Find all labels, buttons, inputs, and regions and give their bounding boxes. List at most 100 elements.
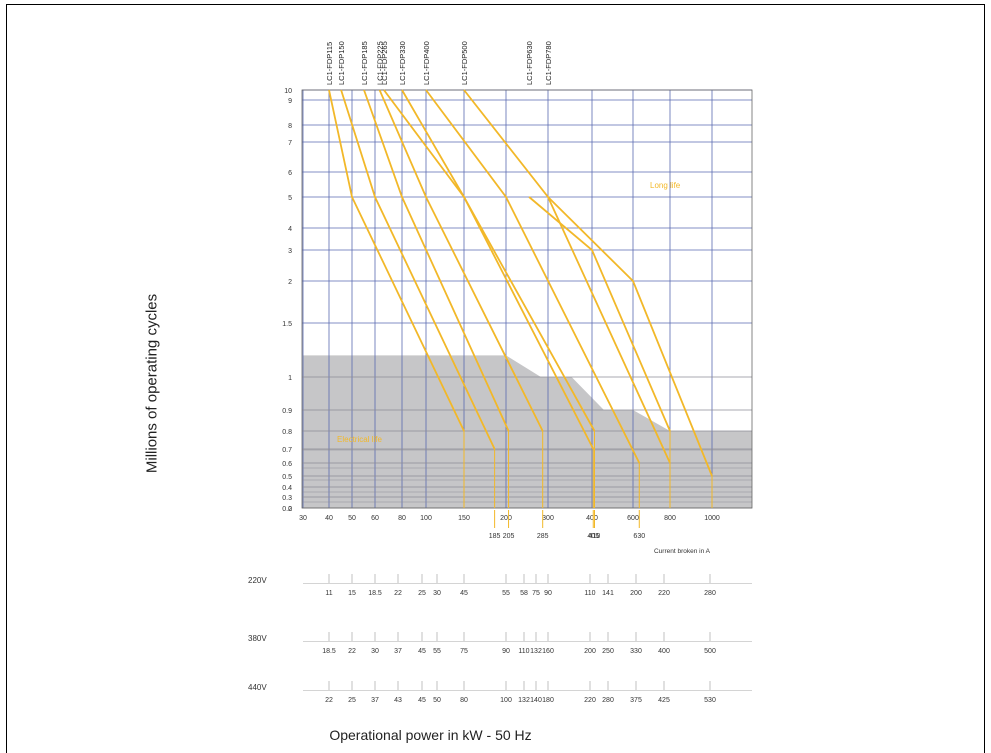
x-tick-label: 1000: [704, 515, 720, 522]
voltage-value: 55: [433, 648, 441, 655]
annotation-long-life: Long life: [650, 181, 681, 190]
voltage-value: 15: [348, 590, 356, 597]
voltage-value: 220: [584, 697, 596, 704]
y-tick-label: 0.9: [282, 408, 292, 415]
x-tick-label: 300: [542, 515, 554, 522]
voltage-value: 220: [658, 590, 670, 597]
series-label: LC1-FDP225: [376, 41, 385, 85]
voltage-value: 140: [530, 697, 542, 704]
voltage-label: 440V: [248, 683, 267, 692]
y-tick-label: 9: [288, 98, 292, 105]
voltage-value: 110: [518, 648, 529, 655]
voltage-value: 100: [500, 697, 512, 704]
voltage-value: 75: [460, 648, 468, 655]
voltage-value: 45: [418, 697, 426, 704]
voltage-value: 25: [348, 697, 356, 704]
y-tick-label: 1.5: [282, 321, 292, 328]
x-tick-label-lower: 410: [589, 533, 601, 540]
y-tick-label: 0.6: [282, 461, 292, 468]
plot-border: [301, 89, 753, 509]
voltage-value: 11: [325, 590, 332, 597]
voltage-value: 22: [348, 648, 356, 655]
curve-lc1-fdp150: [340, 89, 496, 450]
voltage-value: 180: [542, 697, 554, 704]
y-tick-label: 0.7: [282, 447, 292, 454]
series-label: LC1-FDP630: [525, 41, 534, 85]
series-label: LC1-FDP780: [544, 41, 553, 85]
curve-lc1-fdp330: [401, 89, 596, 432]
x-tick-label: 150: [458, 515, 470, 522]
voltage-value: 58: [520, 590, 528, 597]
voltage-label: 220V: [248, 576, 267, 585]
voltage-value: 90: [502, 648, 510, 655]
voltage-value: 280: [704, 590, 716, 597]
voltage-value: 90: [544, 590, 552, 597]
voltage-value: 200: [630, 590, 642, 597]
current-axis-title: Current broken in A: [654, 548, 711, 555]
x-tick-label: 800: [664, 515, 676, 522]
voltage-value: 160: [542, 648, 554, 655]
curve-lc1-fdp225: [378, 89, 544, 432]
voltage-value: 45: [460, 590, 468, 597]
labels: LC1-FDP115 LC1-FDP150 LC1-FDP185 LC1-FDP225…: [282, 41, 720, 555]
voltage-value: 375: [630, 697, 642, 704]
x-tick-label: 30: [299, 515, 307, 522]
x-tick-label-lower: 630: [633, 533, 645, 540]
x-tick-label: 40: [325, 515, 333, 522]
x-tick-label: 50: [348, 515, 356, 522]
curves: [328, 89, 713, 508]
voltage-value: 37: [394, 648, 402, 655]
grid: [301, 89, 753, 509]
shaded-area: [302, 355, 752, 508]
y-tick-label: 0.3: [282, 495, 292, 502]
y-tick-label: 0.4: [282, 485, 292, 492]
x-tick-label-lower: 185: [489, 533, 501, 540]
curve-lc1-fdp780: [547, 196, 713, 477]
y-tick-label: 0.5: [282, 474, 292, 481]
x-tick-label: 100: [420, 515, 432, 522]
x-tick-label: 60: [371, 515, 379, 522]
series-label: LC1-FDP400: [422, 41, 431, 85]
voltage-value: 22: [394, 590, 402, 597]
voltage-label: 380V: [248, 634, 267, 643]
x-tick-label: 400: [586, 515, 598, 522]
voltage-value: 22: [325, 697, 333, 704]
y-tick-label: 7: [288, 140, 292, 147]
y-tick-label: 6: [288, 170, 292, 177]
y-tick-label: 10: [284, 88, 292, 95]
voltage-value: 80: [460, 697, 468, 704]
series-label: LC1-FDP265: [380, 41, 389, 85]
x-tick-label-lower: 405: [587, 533, 599, 540]
y-tick-label: 2: [288, 279, 292, 286]
voltage-value: 50: [433, 697, 441, 704]
voltage-value: 37: [371, 697, 379, 704]
x-tick-label: 80: [398, 515, 406, 522]
voltage-value: 400: [658, 648, 670, 655]
y-tick-label: 0.2: [282, 506, 292, 513]
voltage-value: 25: [418, 590, 426, 597]
series-label: LC1-FDP330: [398, 41, 407, 85]
series-label: LC1-FDP185: [360, 41, 369, 85]
voltage-value: 425: [658, 697, 670, 704]
annotation-shaded: Electrical life: [337, 435, 382, 444]
voltage-value: 45: [418, 648, 426, 655]
voltage-rows: 220V 11 15 18.5 22 25 30 45 55 58 75 90 110 141 200 220…: [248, 574, 752, 704]
y-tick-label: 8: [288, 123, 292, 130]
voltage-value: 530: [704, 697, 716, 704]
x-tick-label: 200: [500, 515, 512, 522]
y-tick-label: 3: [288, 248, 292, 255]
voltage-value: 110: [584, 590, 595, 597]
voltage-value: 55: [502, 590, 510, 597]
series-label: LC1-FDP150: [337, 41, 346, 85]
y-tick-label: 5: [288, 195, 292, 202]
voltage-value: 330: [630, 648, 642, 655]
voltage-value: 250: [602, 648, 614, 655]
voltage-value: 132: [518, 697, 530, 704]
curve-lc1-fdp115: [328, 89, 465, 432]
voltage-value: 141: [602, 590, 614, 597]
x-tick-label: 600: [627, 515, 639, 522]
voltage-value: 75: [532, 590, 540, 597]
curve-lc1-fdp185: [363, 89, 510, 432]
y-tick-label: 0: [288, 506, 292, 513]
voltage-value: 500: [704, 648, 716, 655]
